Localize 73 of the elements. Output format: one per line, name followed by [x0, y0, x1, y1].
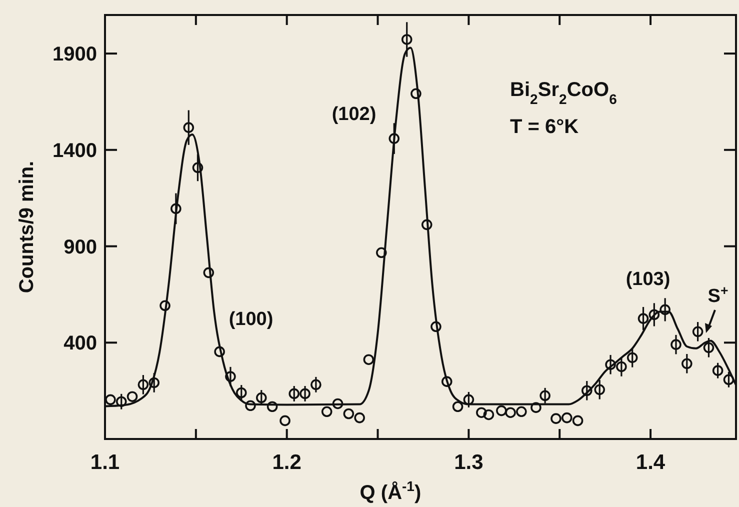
x-tick-label: 1.3 — [454, 451, 484, 474]
point — [723, 374, 734, 386]
y-tick-label: 900 — [64, 236, 97, 258]
x-axis-title: Q (Å$^{-1}$) — [360, 478, 422, 504]
annotation: (100) — [228, 309, 274, 330]
point — [530, 402, 542, 413]
point — [192, 162, 204, 174]
point — [561, 412, 572, 424]
point — [288, 388, 300, 400]
point — [476, 407, 487, 418]
point — [692, 326, 704, 338]
point — [505, 407, 516, 418]
point — [280, 415, 290, 426]
annotation: S$^{+}$ — [708, 282, 728, 307]
point — [421, 219, 432, 230]
annotation: (103) — [626, 269, 670, 290]
point — [616, 361, 627, 372]
point — [236, 387, 247, 398]
point — [626, 352, 638, 364]
point — [256, 392, 267, 404]
point — [388, 133, 400, 144]
point — [300, 388, 310, 400]
point — [363, 354, 374, 365]
point — [354, 412, 365, 424]
point — [581, 385, 592, 396]
y-tick-label: 1900 — [52, 44, 97, 66]
point — [116, 396, 127, 408]
point — [160, 300, 170, 312]
point — [703, 342, 714, 354]
point — [376, 247, 387, 258]
point — [126, 391, 138, 402]
y-tick-label: 1400 — [52, 140, 97, 162]
x-tick-label: 1.2 — [272, 451, 302, 474]
x-tick-label: 1.4 — [636, 451, 666, 474]
point — [203, 267, 214, 278]
point — [483, 409, 494, 420]
point — [670, 339, 682, 350]
point — [245, 400, 256, 412]
point — [214, 346, 225, 358]
point — [496, 405, 507, 416]
point — [594, 384, 606, 396]
x-tick-label: 1.1 — [90, 451, 120, 474]
point — [441, 376, 452, 387]
point — [225, 371, 236, 382]
y-tick-label: 400 — [64, 332, 97, 355]
point — [138, 379, 149, 390]
point — [712, 365, 724, 376]
annotation: (102) — [332, 104, 376, 125]
point — [170, 203, 182, 214]
point — [540, 390, 550, 402]
point — [572, 415, 584, 426]
point — [321, 406, 332, 418]
point — [105, 394, 116, 406]
annotation: T = 6°K — [510, 116, 580, 138]
y-axis-title: Counts/9 min. — [16, 160, 38, 294]
point — [682, 358, 692, 370]
point — [550, 413, 562, 424]
point — [401, 34, 412, 45]
point — [516, 406, 527, 418]
point — [430, 321, 442, 332]
point — [332, 398, 344, 410]
point — [648, 309, 660, 320]
annotation: Bi$_{2}$Sr$_{2}$CoO$_{6}$ — [510, 79, 618, 107]
point — [410, 88, 422, 100]
point — [266, 401, 278, 412]
point — [660, 304, 670, 316]
point — [343, 408, 354, 420]
point — [452, 401, 464, 412]
point — [605, 359, 616, 370]
point — [638, 313, 649, 324]
point — [310, 379, 322, 390]
point — [148, 377, 160, 388]
point — [183, 122, 194, 133]
